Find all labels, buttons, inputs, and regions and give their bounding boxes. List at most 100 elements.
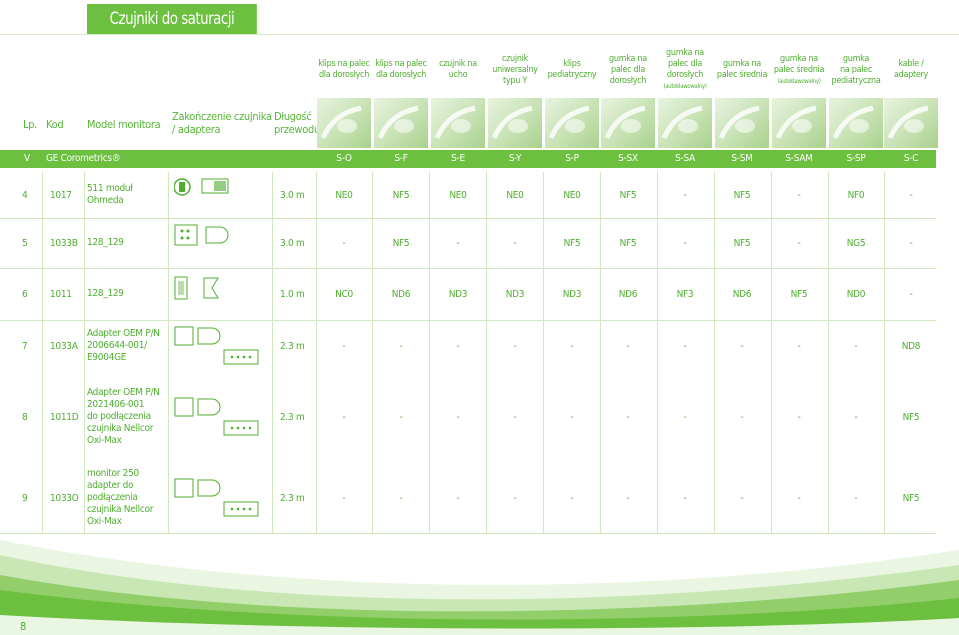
- row-value: -: [513, 411, 517, 423]
- header-dlugosc: Długość przewodu: [274, 110, 320, 136]
- table-row: 9 1033O monitor 250 adapter do podłączenia…: [0, 462, 936, 534]
- sensor-caption: gumka na palec pediatryczna: [828, 44, 884, 96]
- grid-hline: [0, 533, 936, 534]
- row-model: Adapter OEM P/N 2006644-001/ E9004GE: [87, 328, 160, 363]
- connector-icon: [174, 274, 234, 306]
- row-value: -: [909, 189, 913, 201]
- sensor-caption: gumka na palec dla dorosłych (autoklawow…: [657, 44, 713, 96]
- row-value: ND3: [505, 288, 525, 300]
- row-value: NE0: [563, 189, 581, 201]
- row-value: -: [854, 411, 858, 423]
- row-value: ND6: [618, 288, 638, 300]
- row-value: -: [626, 492, 630, 504]
- row-value: NE0: [506, 189, 524, 201]
- grid-vline: [429, 172, 430, 534]
- grid-vline: [272, 172, 273, 534]
- sensor-caption-label: gumka na palec pediatryczna: [831, 53, 881, 86]
- row-value: -: [342, 492, 346, 504]
- connector-icon: [174, 326, 264, 370]
- row-value: -: [797, 340, 801, 352]
- connector-icon: [174, 397, 264, 441]
- sensor-code: S-SP: [846, 153, 866, 164]
- sensor-caption-label: czujnik na ucho: [439, 59, 477, 80]
- sensor-caption: gumka na palec średnia (autoklawowalny): [771, 44, 827, 96]
- row-kod: 1033B: [50, 237, 78, 249]
- row-lp: 8: [22, 411, 28, 423]
- row-value: -: [399, 492, 403, 504]
- row-value: -: [456, 237, 460, 249]
- connector-icon: [173, 175, 234, 203]
- sensor-photo: [488, 98, 542, 148]
- sensor-caption: czujnik na ucho: [430, 44, 486, 96]
- row-value: -: [797, 189, 801, 201]
- row-value: -: [797, 492, 801, 504]
- row-kod: 1011D: [50, 411, 79, 423]
- row-value: NF5: [733, 189, 751, 201]
- grid-vline: [771, 172, 772, 534]
- row-value: NF5: [619, 189, 637, 201]
- sensor-caption-sub: (autoklawowalny): [663, 83, 707, 90]
- row-dlugosc: 3.0 m: [280, 237, 305, 249]
- row-value: NF3: [676, 288, 694, 300]
- grid-vline: [600, 172, 601, 534]
- row-value: ND3: [562, 288, 582, 300]
- sensor-caption-label: gumka na palec średnia (autoklawowalny): [773, 53, 825, 85]
- grid-vline: [828, 172, 829, 534]
- row-dlugosc: 2.3 m: [280, 411, 305, 423]
- row-value: -: [740, 411, 744, 423]
- table-row: 7 1033A Adapter OEM P/N 2006644-001/ E9004…: [0, 320, 936, 372]
- row-value: NF5: [563, 237, 581, 249]
- decorative-waves: [0, 540, 959, 635]
- sensor-caption-label: gumka na palec średnia: [716, 59, 768, 80]
- row-value: -: [513, 237, 517, 249]
- row-value: NF5: [902, 492, 920, 504]
- row-value: NF5: [392, 189, 410, 201]
- row-model: 128_129: [87, 237, 124, 248]
- sensor-code: S-F: [394, 153, 408, 164]
- row-lp: 9: [22, 492, 28, 504]
- row-value: NE0: [335, 189, 353, 201]
- sensor-code: S-SM: [731, 153, 753, 164]
- page-number: 8: [20, 620, 27, 633]
- sensor-photo: [374, 98, 428, 148]
- sensor-photo: [829, 98, 883, 148]
- sensor-photo: [545, 98, 599, 148]
- row-model: Adapter OEM P/N 2021406-001 do podłączen…: [87, 387, 160, 446]
- header-lp: Lp.: [23, 118, 38, 131]
- sensor-caption: czujnik uniwersalny typu Y: [487, 44, 543, 96]
- section-bar: V GE Corometrics® S-O S-F S-E S-Y S-P S-SX S-S…: [0, 150, 936, 168]
- row-dlugosc: 3.0 m: [280, 189, 305, 201]
- grid-vline: [884, 172, 885, 534]
- sensor-photo: [715, 98, 769, 148]
- row-value: -: [626, 340, 630, 352]
- sensor-photo: [772, 98, 826, 148]
- grid-hline: [0, 218, 936, 219]
- sensor-photo: [658, 98, 712, 148]
- row-dlugosc: 2.3 m: [280, 340, 305, 352]
- row-kod: 1033A: [50, 340, 78, 352]
- sensor-caption-label: gumka na palec dla dorosłych (autoklawow…: [663, 48, 707, 90]
- row-kod: 1017: [50, 189, 72, 201]
- section-v: V: [24, 153, 30, 164]
- grid-vline: [657, 172, 658, 534]
- row-value: -: [909, 288, 913, 300]
- grid-vline: [486, 172, 487, 534]
- sensor-caption-label: klips pediatryczny: [547, 59, 597, 80]
- row-dlugosc: 1.0 m: [280, 288, 305, 300]
- sensor-caption: klips na palec dla dorosłych: [373, 44, 429, 96]
- row-value: -: [456, 340, 460, 352]
- table-row: 5 1033B 128_129 3.0 m - NF5 - - NF5 NF5 - NF5 - NG5 -: [0, 218, 936, 268]
- sensor-photo: [884, 98, 938, 148]
- row-value: -: [854, 340, 858, 352]
- row-value: NF5: [733, 237, 751, 249]
- row-value: -: [683, 411, 687, 423]
- grid-vline: [316, 172, 317, 534]
- row-value: -: [683, 492, 687, 504]
- row-lp: 4: [22, 189, 28, 201]
- row-value: -: [570, 411, 574, 423]
- row-value: ND6: [732, 288, 752, 300]
- table-row: 8 1011D Adapter OEM P/N 2021406-001 do pod…: [0, 372, 936, 462]
- row-value: -: [626, 411, 630, 423]
- row-value: -: [797, 237, 801, 249]
- sensor-caption-label: gumka na palec dla dorosłych: [609, 53, 647, 86]
